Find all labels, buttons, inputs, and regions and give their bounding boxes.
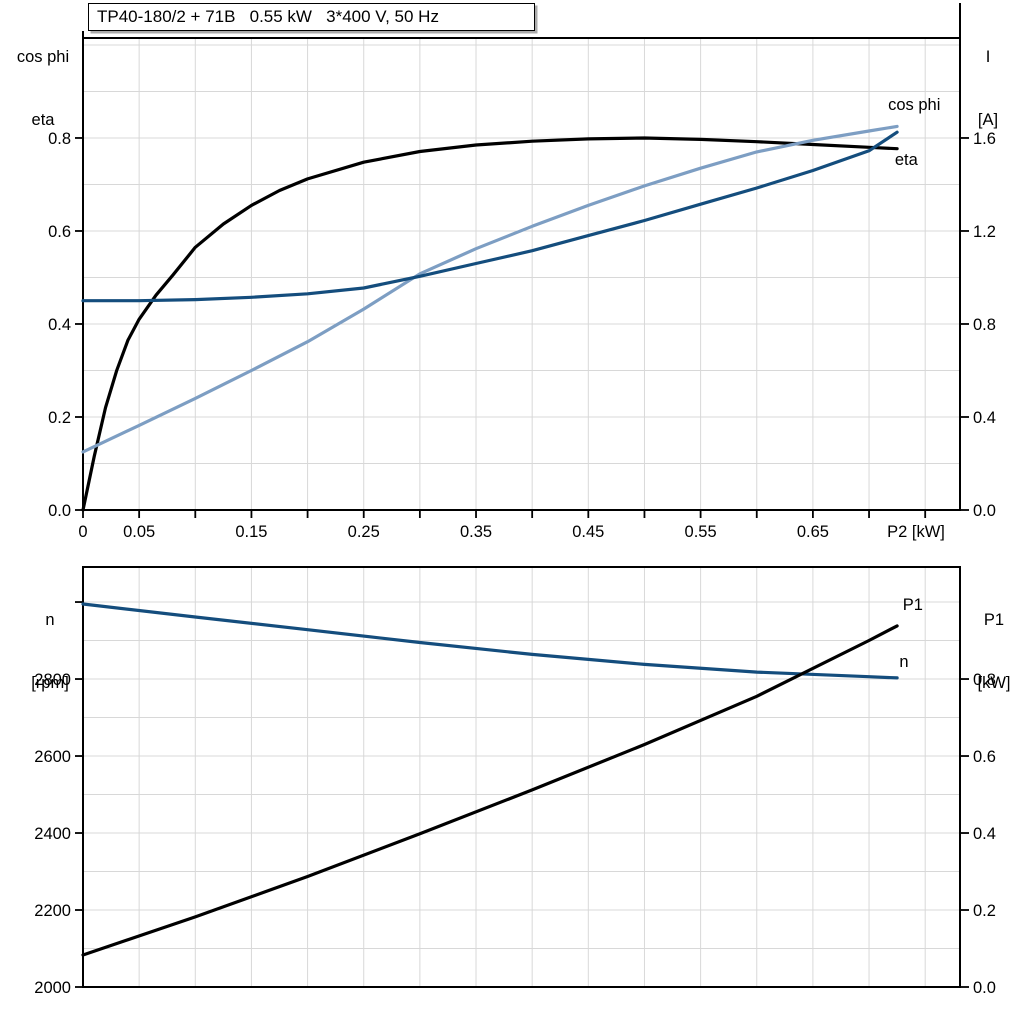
left-tick-label: 0.8 xyxy=(48,130,71,148)
series-eta xyxy=(81,136,899,512)
chart-title-box: TP40-180/2 + 71B 0.55 kW 3*400 V, 50 Hz xyxy=(88,3,535,31)
x-tick-label: 0.65 xyxy=(797,523,829,541)
left-tick-label: 0.0 xyxy=(48,502,71,520)
right-axis-header-current: I xyxy=(985,48,991,66)
curve-label-P1: P1 xyxy=(903,596,923,614)
left-tick-label: 2000 xyxy=(34,979,71,997)
bottom-left-axis-header: n [rpm] xyxy=(8,568,92,736)
motor-performance-chart: 0.0 0.2 0.4 0.6 0.8 0.0 0.4 0.8 1.2 1.6 0 0.05 0.15 0… xyxy=(48,3,996,541)
right-tick-label: 0.0 xyxy=(973,979,996,997)
plot-frame xyxy=(82,566,961,988)
right-tick-label: 1.6 xyxy=(973,130,996,148)
top-left-axis-header: cos phi eta xyxy=(4,5,82,173)
right-tick-label: 0.2 xyxy=(973,902,996,920)
x-tick-label: 0.15 xyxy=(235,523,267,541)
x-axis-unit-label: P2 [kW] xyxy=(887,523,945,541)
right-tick-label: 0.6 xyxy=(973,748,996,766)
right-tick-label: 1.2 xyxy=(973,223,996,241)
left-axis-header-eta: eta xyxy=(31,111,55,129)
right-tick-label: 0.8 xyxy=(973,671,996,689)
right-tick-label: 0.4 xyxy=(973,825,996,843)
x-tick-label: 0.45 xyxy=(572,523,604,541)
x-tick-label: 0.25 xyxy=(348,523,380,541)
right-axis-header-power-unit: [kW] xyxy=(977,674,1011,692)
plot-frame xyxy=(82,37,961,511)
series-I xyxy=(81,130,899,303)
speed-power-chart: 2000 2200 2400 2600 2800 0.0 0.2 0.4 0.6 0.8 P1 n xyxy=(34,566,996,997)
series-n xyxy=(81,602,899,680)
left-axis-header-cos-phi: cos phi xyxy=(16,48,70,66)
top-right-axis-header: I [A] xyxy=(965,5,1011,173)
x-tick-label: 0.05 xyxy=(123,523,155,541)
x-tick-label: 0.55 xyxy=(685,523,717,541)
left-tick-label: 0.6 xyxy=(48,223,71,241)
x-tick-label: 0.35 xyxy=(460,523,492,541)
right-tick-label: 0.4 xyxy=(973,409,996,427)
curve-label-n: n xyxy=(899,653,908,671)
left-tick-label: 0.2 xyxy=(48,409,71,427)
curve-label-eta: eta xyxy=(895,151,919,169)
left-axis-header-speed: n xyxy=(45,611,55,629)
curve-label-cos-phi: cos phi xyxy=(888,96,940,114)
bottom-right-axis-header: P1 [kW] xyxy=(962,568,1024,736)
left-tick-label: 2200 xyxy=(34,902,71,920)
left-tick-label: 2800 xyxy=(34,671,71,689)
right-axis-header-current-unit: [A] xyxy=(977,111,999,129)
right-axis-header-power: P1 xyxy=(983,611,1005,629)
right-tick-label: 0.8 xyxy=(973,316,996,334)
left-axis-header-speed-unit: [rpm] xyxy=(31,674,69,692)
x-tick-label: 0 xyxy=(78,523,87,541)
left-tick-label: 2600 xyxy=(34,748,71,766)
left-tick-label: 0.4 xyxy=(48,316,71,334)
left-tick-label: 2400 xyxy=(34,825,71,843)
chart-title: TP40-180/2 + 71B 0.55 kW 3*400 V, 50 Hz xyxy=(97,7,439,26)
series-cos-phi xyxy=(81,124,899,454)
right-tick-label: 0.0 xyxy=(973,502,996,520)
series-P1 xyxy=(81,624,899,957)
